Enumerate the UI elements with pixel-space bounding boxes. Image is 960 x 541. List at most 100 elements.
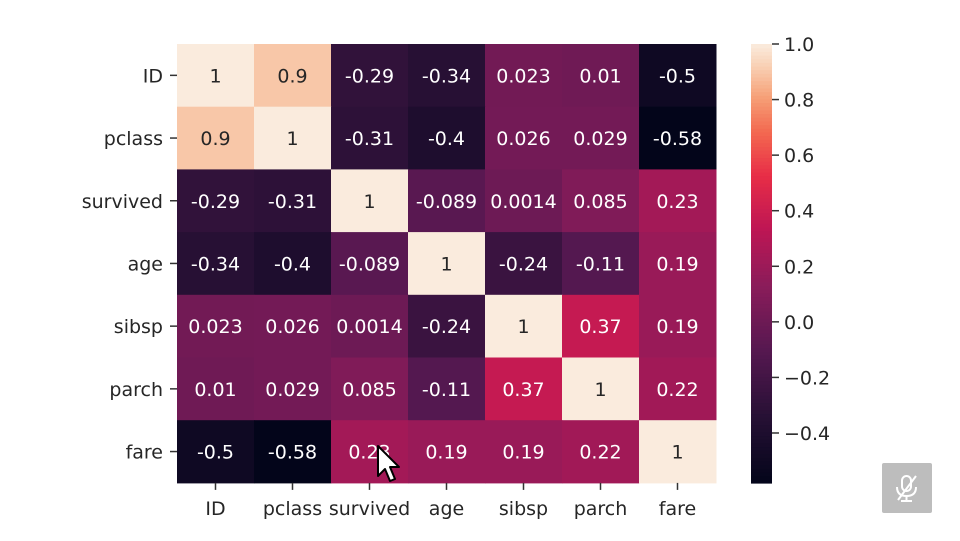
colorbar-segment [751, 135, 772, 140]
heatmap-cell [177, 294, 255, 358]
x-tick-label: sibsp [499, 498, 548, 520]
colorbar-segment [751, 343, 772, 349]
colorbar-segment [751, 281, 772, 287]
cell-annotation: 0.37 [579, 316, 621, 338]
colorbar-segment [751, 300, 772, 305]
colorbar-segment [751, 128, 772, 133]
colorbar-segment [751, 58, 772, 63]
colorbar-segment [751, 336, 772, 341]
colorbar-segment [751, 450, 772, 455]
x-tick-label: age [429, 498, 464, 520]
cell-annotation: 0.029 [573, 128, 627, 150]
heatmap-cell [562, 106, 640, 170]
colorbar-segment [751, 47, 772, 52]
colorbar-segment [751, 409, 772, 415]
colorbar-segment [751, 73, 772, 78]
colorbar-tick-label: −0.4 [784, 423, 830, 445]
cell-annotation: -0.58 [653, 128, 702, 150]
cell-annotation: -0.11 [576, 253, 625, 275]
colorbar-segment [751, 325, 772, 330]
colorbar-segment [751, 62, 772, 67]
colorbar-segment [751, 289, 772, 294]
colorbar-segment [751, 201, 772, 206]
heatmap-cell [562, 232, 640, 296]
heatmap-cell [331, 169, 409, 233]
colorbar-segment [751, 347, 772, 352]
colorbar-segment [751, 464, 772, 469]
y-tick-label: survived [82, 191, 163, 213]
colorbar-segment [751, 376, 772, 382]
colorbar-segment [751, 303, 772, 308]
colorbar-segment [751, 146, 772, 151]
colorbar-segment [751, 80, 772, 85]
colorbar-segment [751, 384, 772, 389]
colorbar-segment [751, 446, 772, 451]
cell-annotation: 1 [363, 191, 375, 213]
colorbar-segment [751, 91, 772, 96]
colorbar-segment [751, 402, 772, 407]
colorbar-segment [751, 186, 772, 191]
colorbar-segment [751, 168, 772, 173]
colorbar-segment [751, 453, 772, 458]
heatmap-cell [177, 232, 255, 296]
colorbar-segment [751, 354, 772, 360]
colorbar-segment [751, 274, 772, 279]
colorbar-segment [751, 120, 772, 126]
colorbar-segment [751, 442, 772, 448]
colorbar-segment [751, 65, 772, 71]
colorbar-segment [751, 475, 772, 480]
colorbar-segment [751, 435, 772, 440]
mute-microphone-button[interactable] [882, 463, 932, 513]
colorbar-segment [751, 109, 772, 115]
arrow-cursor-icon [377, 445, 400, 482]
colorbar-segment [751, 263, 772, 268]
cell-annotation: 1 [671, 442, 683, 464]
colorbar-segment [751, 76, 772, 82]
heatmap-cell [485, 420, 563, 484]
cell-annotation: 0.029 [265, 379, 319, 401]
colorbar-segment [751, 461, 772, 466]
colorbar-segment [751, 204, 772, 210]
colorbar-segment [751, 278, 772, 283]
heatmap-cell [562, 44, 640, 108]
heatmap-cell [254, 420, 332, 484]
colorbar-segment [751, 362, 772, 367]
colorbar-segment [751, 197, 772, 202]
cell-annotation: 0.0014 [490, 191, 556, 213]
colorbar-segment [751, 395, 772, 400]
colorbar-segment [751, 226, 772, 232]
cell-annotation: -0.089 [339, 253, 400, 275]
colorbar-tick-label: 1.0 [784, 34, 814, 56]
cell-annotation: -0.29 [191, 191, 240, 213]
colorbar-segment [751, 365, 772, 371]
colorbar-segment [751, 285, 772, 290]
colorbar-segment [751, 391, 772, 396]
y-tick-label: fare [126, 442, 163, 464]
colorbar-segment [751, 84, 772, 89]
cell-annotation: -0.5 [197, 442, 234, 464]
heatmap-cells [177, 44, 717, 484]
colorbar-segment [751, 164, 772, 169]
heatmap-cell [331, 44, 409, 108]
colorbar-segment [751, 98, 772, 104]
cell-annotation: 0.19 [656, 253, 698, 275]
mic-off-icon [896, 475, 917, 502]
colorbar-segment [751, 234, 772, 239]
colorbar-segment [751, 179, 772, 184]
colorbar-segment [751, 406, 772, 411]
colorbar-segment [751, 296, 772, 301]
colorbar: 1.0 0.8 0.6 0.4 0.2 0.0 −0.2 −0.4 [751, 34, 830, 484]
cell-annotation: -0.34 [191, 253, 240, 275]
heatmap-cell [331, 106, 409, 170]
colorbar-segment [751, 398, 772, 404]
colorbar-segment [751, 351, 772, 356]
heatmap-cell [562, 420, 640, 484]
colorbar-segment [751, 373, 772, 378]
heatmap-cell [177, 106, 255, 170]
colorbar-tick-label: −0.2 [784, 367, 830, 389]
cell-annotation: 0.19 [425, 442, 467, 464]
colorbar-segment [751, 102, 772, 107]
colorbar-segment [751, 113, 772, 118]
cell-annotation: -0.29 [345, 65, 394, 87]
colorbar-segment [751, 252, 772, 257]
